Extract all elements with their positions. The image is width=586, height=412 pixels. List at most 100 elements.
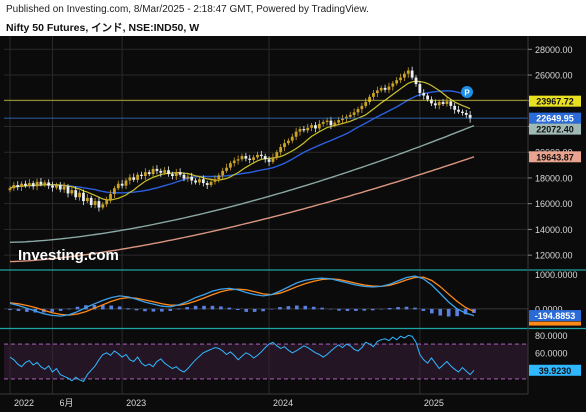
candle-body xyxy=(302,129,306,131)
macd-histogram-bar xyxy=(25,308,29,312)
candle-body xyxy=(464,112,468,115)
time-axis-background xyxy=(0,394,586,412)
candle-body xyxy=(178,172,182,175)
candle-body xyxy=(375,90,379,94)
candle-body xyxy=(20,183,23,187)
macd-histogram-bar xyxy=(320,307,324,310)
candle-body xyxy=(391,83,395,87)
time-axis: 2022 6月 2023 2024 2025 xyxy=(0,393,586,412)
candle-body xyxy=(182,174,186,179)
candle-body xyxy=(414,77,418,85)
candle-body xyxy=(418,84,422,94)
candle-body xyxy=(306,127,310,131)
candle-body xyxy=(85,197,89,202)
candle-body xyxy=(116,183,120,189)
candle-body xyxy=(457,109,460,112)
macd-histogram-bar xyxy=(413,307,417,310)
price-panel xyxy=(4,66,528,263)
macd-histogram-bar xyxy=(193,305,198,310)
rsi-line xyxy=(9,334,475,383)
candle-body xyxy=(279,147,283,153)
candle-body xyxy=(395,80,399,84)
macd-tick-label: 0.0000 xyxy=(535,304,563,314)
macd-histogram-bar xyxy=(160,308,164,312)
macd-histogram-bar xyxy=(278,307,282,310)
candle-body xyxy=(221,170,225,176)
candle-body xyxy=(31,183,35,187)
panel-dividers xyxy=(0,36,586,394)
candle-body xyxy=(287,140,290,144)
candle-body xyxy=(209,181,213,186)
candle-body xyxy=(441,102,445,104)
candle-body xyxy=(275,152,279,158)
macd-histogram-bar xyxy=(185,307,189,310)
candle-body xyxy=(163,170,167,173)
candle-body xyxy=(136,174,139,180)
candle-body xyxy=(229,163,232,168)
macd-histogram-bar xyxy=(143,308,147,312)
candle-body xyxy=(155,168,159,171)
price-axis: 12000.0014000.0016000.0018000.0020000.00… xyxy=(528,45,581,376)
macd-histogram-bar xyxy=(463,308,468,315)
candle-body xyxy=(78,192,81,198)
macd-histogram-bar xyxy=(362,308,367,311)
time-tick-label: 2024 xyxy=(273,398,293,408)
price-tick-label: 18000.00 xyxy=(535,173,573,183)
macd-histogram-bar xyxy=(404,306,409,310)
macd-histogram-bar xyxy=(50,308,54,312)
candle-body xyxy=(58,185,62,190)
macd-histogram-bar xyxy=(311,306,316,310)
candle-body xyxy=(186,176,190,179)
macd-histogram-bar xyxy=(295,305,299,310)
candle-body xyxy=(410,70,414,78)
macd-histogram-bar xyxy=(75,306,80,310)
macd-histogram-bar xyxy=(303,305,308,310)
macd-histogram-bar xyxy=(379,308,383,310)
candle-body xyxy=(437,102,441,106)
candle-body xyxy=(35,181,39,187)
price-badge-label: 22072.40 xyxy=(536,125,574,135)
candle-body xyxy=(190,176,194,181)
candle-body xyxy=(151,168,155,175)
candle-body xyxy=(383,87,387,90)
candle-body xyxy=(205,183,209,186)
candle-body xyxy=(101,204,105,208)
candle-body xyxy=(8,188,12,191)
price-badge xyxy=(529,112,581,124)
candle-body xyxy=(360,105,364,110)
rsi-badge-label: 39.9230 xyxy=(539,366,572,376)
candle-body xyxy=(352,112,356,115)
marker-circle-icon[interactable] xyxy=(461,86,473,98)
candle-body xyxy=(368,96,371,103)
candle-body xyxy=(430,99,433,104)
candle-body xyxy=(109,194,112,200)
price-badge xyxy=(529,151,581,163)
candle-body xyxy=(39,181,43,185)
candle-body xyxy=(337,120,341,123)
macd-histogram-bar xyxy=(101,304,105,310)
candle-body xyxy=(244,156,248,159)
candle-body xyxy=(217,175,221,180)
rsi-badge xyxy=(529,364,581,376)
signal-badge xyxy=(529,321,581,326)
macd-histogram-bar xyxy=(455,308,459,317)
candle-body xyxy=(283,143,286,148)
candle-body xyxy=(140,174,143,177)
candle-body xyxy=(325,120,329,122)
rsi-tick-label: 60.0000 xyxy=(535,348,568,358)
macd-histogram-bar xyxy=(244,308,249,312)
candle-body xyxy=(66,186,70,194)
candle-body xyxy=(317,123,321,129)
price-badge-label: 22649.95 xyxy=(536,114,574,124)
candle-body xyxy=(372,93,375,97)
price-tick-label: 28000.00 xyxy=(535,45,573,55)
candle-body xyxy=(453,105,457,110)
candle-body xyxy=(399,77,402,81)
candle-body xyxy=(147,172,151,175)
candle-body xyxy=(113,188,116,195)
candle-body xyxy=(132,177,136,180)
candle-body xyxy=(364,102,368,106)
macd-panel xyxy=(4,275,528,317)
marker-badge[interactable]: P xyxy=(461,86,473,98)
candle-body xyxy=(259,154,263,157)
